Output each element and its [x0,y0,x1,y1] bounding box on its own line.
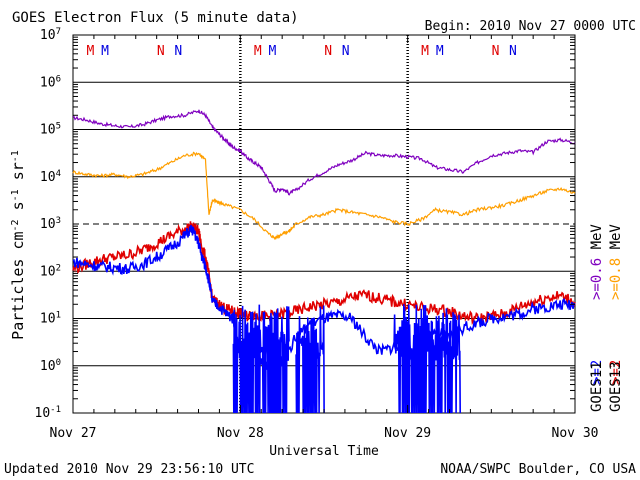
y-tick-label: 106 [40,74,61,90]
x-axis-ticks: Nov 27 Nov 28 Nov 29 Nov 30 [50,35,599,441]
day-marker-label: N [157,44,165,59]
y-tick-label: 100 [40,358,61,374]
series-line [72,109,576,196]
x-tick-label: Nov 30 [552,426,599,441]
series-dropout [232,304,290,414]
credit: NOAA/SWPC Boulder, CO USA [440,462,636,477]
legend-energy-2-goes13: >=2 [608,360,624,385]
day-marker-label: M [436,44,444,59]
y-tick-label: 104 [40,169,61,185]
y-tick-label: 10-1 [35,405,62,421]
right-legend: >=0.6 MeV >=0.8 MeV >=2 >=2 GOES11 GOES1… [589,224,624,412]
series-dropout [392,304,461,414]
legend-sat-goes11: GOES11 [589,361,605,412]
day-marker-label: N [174,44,182,59]
legend-energy-06: >=0.6 MeV [589,224,605,300]
chart-title: GOES Electron Flux (5 minute data) [12,10,299,26]
begin-time: Begin: 2010 Nov 27 0000 UTC [425,19,636,34]
x-axis-label: Universal Time [269,444,379,459]
day-marker-label: M [87,44,95,59]
y-tick-label: 103 [40,216,61,232]
updated-timestamp: Updated 2010 Nov 29 23:56:10 UTC [4,462,254,477]
day-marker-label: N [324,44,332,59]
day-marker-label: M [421,44,429,59]
day-marker-label: N [509,44,517,59]
legend-energy-2-goes11: >=2 [589,360,605,385]
day-marker-label: M [101,44,109,59]
legend-sat-goes13: GOES13 [608,361,624,412]
y-tick-label: 101 [40,311,61,327]
series-line [72,151,576,241]
x-tick-label: Nov 28 [217,426,264,441]
legend-energy-08: >=0.8 MeV [608,224,624,300]
y-tick-label: 107 [40,27,61,43]
y-axis-label: Particles cm-2 s-1 sr-1 [9,150,27,340]
y-axis-ticks: 107 106 105 104 103 102 101 100 10-1 [35,27,575,421]
day-marker-label: M [268,44,276,59]
y-tick-label: 105 [40,122,61,138]
series-line [72,221,576,326]
y-tick-label: 102 [40,263,61,279]
series-layer [72,109,576,414]
x-tick-label: Nov 29 [384,426,431,441]
day-marker-label: N [342,44,350,59]
day-marker-label: M [254,44,262,59]
day-marker-label: N [492,44,500,59]
series-dropout [295,305,325,414]
x-tick-label: Nov 27 [50,426,97,441]
